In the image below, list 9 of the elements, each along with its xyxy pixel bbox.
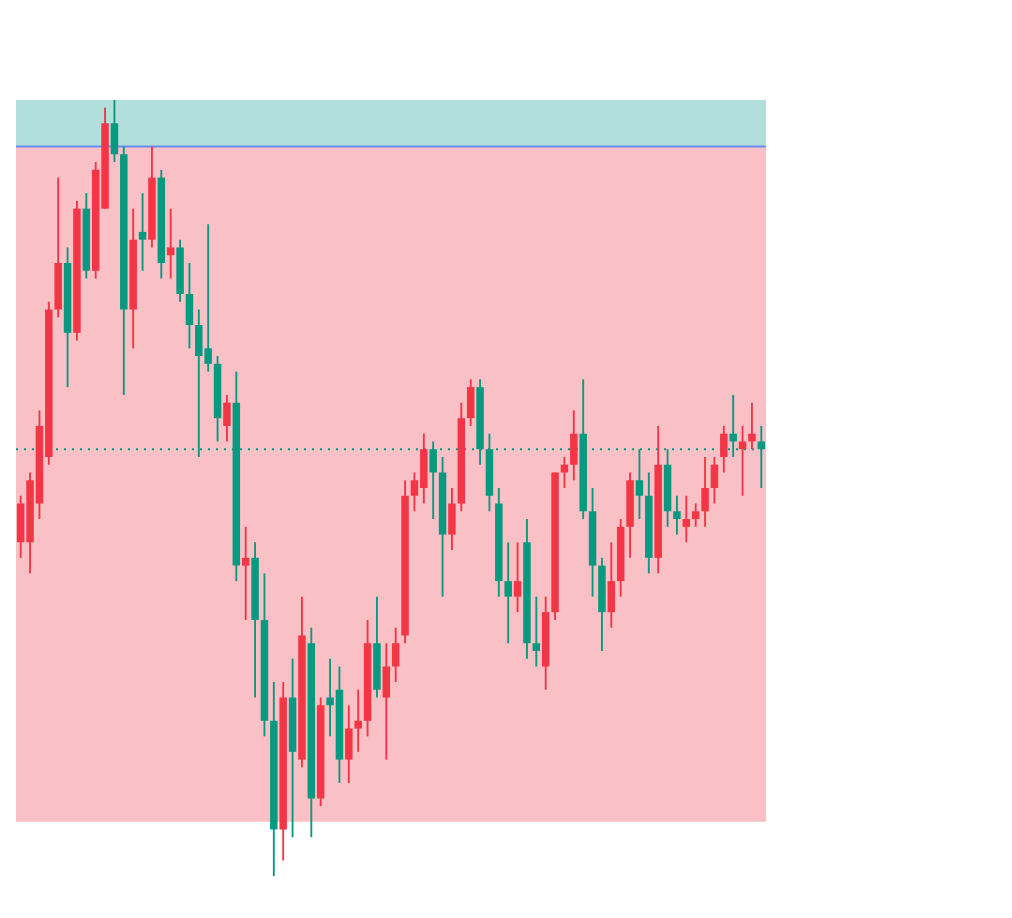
candlestick [738, 425, 747, 496]
candlestick [504, 542, 512, 644]
candlestick [241, 526, 250, 620]
candlestick [532, 596, 541, 667]
candlestick [354, 689, 362, 752]
candlestick [166, 208, 175, 279]
candlestick [748, 402, 756, 450]
candlestick [138, 193, 147, 271]
candlestick [757, 425, 766, 488]
